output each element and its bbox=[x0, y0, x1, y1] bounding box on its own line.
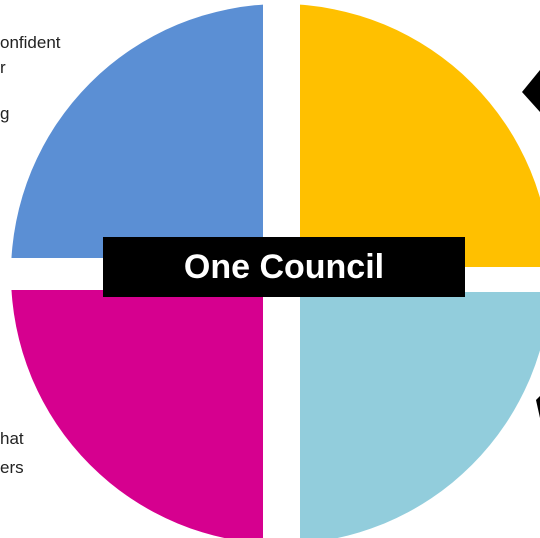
fragment-text-1: onfident bbox=[0, 33, 61, 52]
quadrant-bottom-left bbox=[11, 290, 263, 538]
fragment-text-3: g bbox=[0, 104, 10, 123]
quadrant-top-right bbox=[300, 4, 540, 267]
fragment-text-2: r bbox=[0, 58, 6, 77]
fragment-text-5: ers bbox=[0, 458, 24, 477]
quadrant-top-left bbox=[11, 4, 263, 258]
decorative-shape-top-right bbox=[522, 70, 540, 112]
center-label: One Council bbox=[183, 247, 385, 286]
decorative-shape-bottom-right bbox=[536, 396, 540, 418]
fragment-text-4: hat bbox=[0, 429, 24, 448]
center-label-box: One Council bbox=[103, 237, 465, 297]
quadrant-bottom-right bbox=[300, 292, 540, 538]
